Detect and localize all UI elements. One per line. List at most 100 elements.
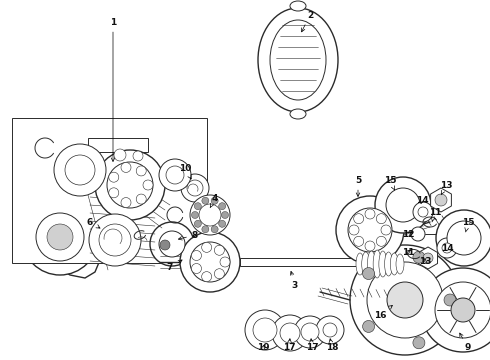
Circle shape [202,197,209,204]
Circle shape [166,166,184,184]
Circle shape [136,194,146,204]
Circle shape [413,251,425,263]
Circle shape [89,214,141,266]
Circle shape [220,257,230,267]
Circle shape [143,180,153,190]
Circle shape [350,245,460,355]
Circle shape [436,210,490,266]
Circle shape [444,294,456,306]
Circle shape [354,236,364,246]
Circle shape [423,253,433,263]
Circle shape [214,269,224,279]
Circle shape [202,272,212,282]
Circle shape [280,323,300,343]
Circle shape [386,188,420,222]
Text: 10: 10 [179,163,191,179]
Text: 8: 8 [178,230,198,240]
Circle shape [65,155,95,185]
Circle shape [245,310,285,350]
Circle shape [192,212,198,219]
Circle shape [199,204,221,226]
Circle shape [180,232,240,292]
Circle shape [109,172,119,182]
Bar [12,118,207,263]
Text: 1: 1 [110,18,116,161]
Circle shape [418,207,428,217]
Circle shape [411,227,425,241]
Text: 14: 14 [441,243,453,252]
Circle shape [54,144,106,196]
Circle shape [336,196,404,264]
Circle shape [192,251,201,261]
Circle shape [323,323,337,337]
Circle shape [253,318,277,342]
Circle shape [36,213,84,261]
Ellipse shape [356,253,364,275]
Circle shape [159,231,185,257]
Circle shape [181,174,209,202]
Circle shape [136,166,146,176]
Circle shape [107,162,153,208]
Circle shape [348,208,392,252]
Text: 13: 13 [440,180,452,195]
Circle shape [294,316,326,348]
Circle shape [159,159,191,191]
Circle shape [442,243,452,253]
Text: 7: 7 [167,260,182,273]
Circle shape [316,316,344,344]
Ellipse shape [290,109,306,119]
Text: 13: 13 [419,257,431,266]
Circle shape [22,199,98,275]
Circle shape [211,226,218,233]
Circle shape [95,150,165,220]
Circle shape [160,240,170,250]
Text: 6: 6 [87,217,100,228]
Circle shape [202,242,212,252]
Text: 15: 15 [384,176,396,190]
Polygon shape [431,188,451,212]
Circle shape [187,180,203,196]
Circle shape [451,298,475,322]
Circle shape [150,222,194,266]
Circle shape [221,212,228,219]
Ellipse shape [362,252,370,276]
Text: 4: 4 [210,194,218,208]
Circle shape [354,214,364,224]
Circle shape [413,202,433,222]
Circle shape [367,262,443,338]
Text: 16: 16 [374,306,392,320]
Circle shape [349,225,359,235]
Circle shape [421,268,490,352]
Circle shape [109,188,119,198]
Circle shape [190,242,230,282]
Ellipse shape [258,8,338,112]
Polygon shape [52,152,182,278]
Text: 12: 12 [402,230,414,239]
Circle shape [195,220,201,227]
Circle shape [413,337,425,349]
Circle shape [202,226,209,233]
Circle shape [365,209,375,219]
Circle shape [121,198,131,208]
Ellipse shape [385,252,392,276]
Circle shape [375,177,431,233]
Text: 15: 15 [462,217,474,232]
Circle shape [192,264,201,274]
Ellipse shape [290,1,306,11]
Text: 3: 3 [290,271,298,289]
Ellipse shape [391,253,398,275]
Ellipse shape [368,251,375,277]
Circle shape [214,245,224,255]
Circle shape [363,320,374,332]
Circle shape [363,267,374,280]
Text: 14: 14 [416,195,428,204]
Text: 17: 17 [283,339,295,352]
Circle shape [447,221,481,255]
Circle shape [437,238,457,258]
Text: 17: 17 [306,339,318,352]
Circle shape [190,195,230,235]
Circle shape [365,241,375,251]
Polygon shape [418,247,438,269]
Polygon shape [88,138,148,152]
Circle shape [435,194,447,206]
